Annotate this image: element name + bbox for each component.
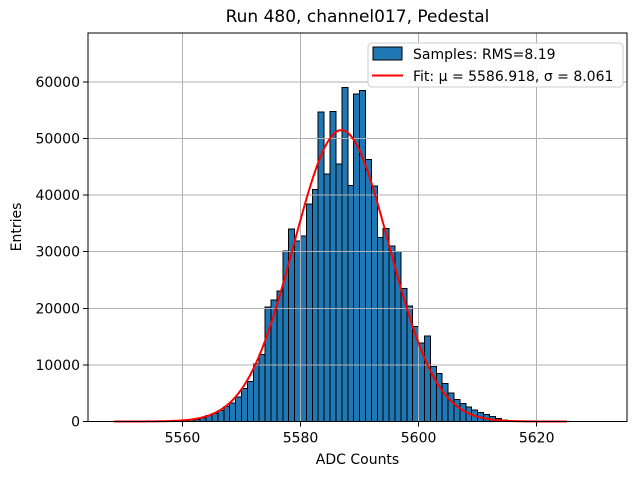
x-tick-label: 5600 [401, 431, 437, 447]
histogram-bar [252, 363, 260, 422]
histogram-bar [246, 380, 254, 423]
histogram-bar [235, 396, 242, 423]
histogram-bar [435, 372, 443, 422]
histogram-bar [300, 235, 307, 422]
histogram-bar [240, 388, 248, 422]
y-tick-label: 10000 [35, 358, 80, 374]
fit-curve [113, 129, 568, 423]
histogram-bar [382, 228, 390, 422]
y-axis-label: Entries [9, 203, 25, 252]
histogram-bar [424, 335, 431, 422]
y-tick-label: 50000 [35, 132, 80, 148]
histogram-bar [323, 173, 331, 422]
histogram-bar [441, 382, 449, 422]
y-tick-label: 0 [71, 415, 80, 431]
legend: Samples: RMS=8.19 Fit: μ = 5586.918, σ =… [367, 42, 624, 88]
y-tick-label: 60000 [35, 75, 80, 91]
x-tick-label: 5620 [519, 431, 555, 447]
tick-labels: 5560 5580 5600 5620 0 10000 20000 30000 40000 500… [35, 75, 554, 447]
y-tick-label: 30000 [35, 245, 80, 261]
axis-ticks [83, 81, 538, 427]
histogram-bar [229, 402, 237, 423]
y-tick-label: 20000 [35, 301, 80, 317]
histogram-bar [370, 185, 378, 422]
histogram-bar [376, 237, 384, 422]
legend-box [367, 42, 624, 88]
x-tick-label: 5580 [283, 431, 319, 447]
x-tick-label: 5560 [165, 431, 201, 447]
histogram-bar [294, 240, 302, 422]
x-axis-label: ADC Counts [316, 452, 399, 468]
histogram-bar [305, 203, 313, 422]
histogram-bar [223, 406, 231, 423]
histogram-bar [364, 158, 372, 422]
plot-frame [87, 32, 628, 422]
histogram-bar [359, 89, 366, 422]
histogram-bar [453, 398, 461, 422]
chart-title: Run 480, channel017, Pedestal [226, 7, 490, 27]
histogram-bar [217, 409, 225, 422]
histogram-bar [311, 188, 319, 422]
histogram-bar [388, 245, 396, 422]
legend-fit-label: Fit: μ = 5586.918, σ = 8.061 [413, 69, 613, 85]
histogram-bar [341, 87, 349, 423]
y-tick-label: 40000 [35, 188, 80, 204]
histogram-bar [335, 163, 343, 422]
histogram-bar [276, 290, 284, 422]
legend-samples-swatch [372, 46, 403, 61]
legend-samples-label: Samples: RMS=8.19 [413, 47, 556, 63]
histogram-bar [329, 111, 337, 422]
histogram-bar [347, 185, 355, 422]
